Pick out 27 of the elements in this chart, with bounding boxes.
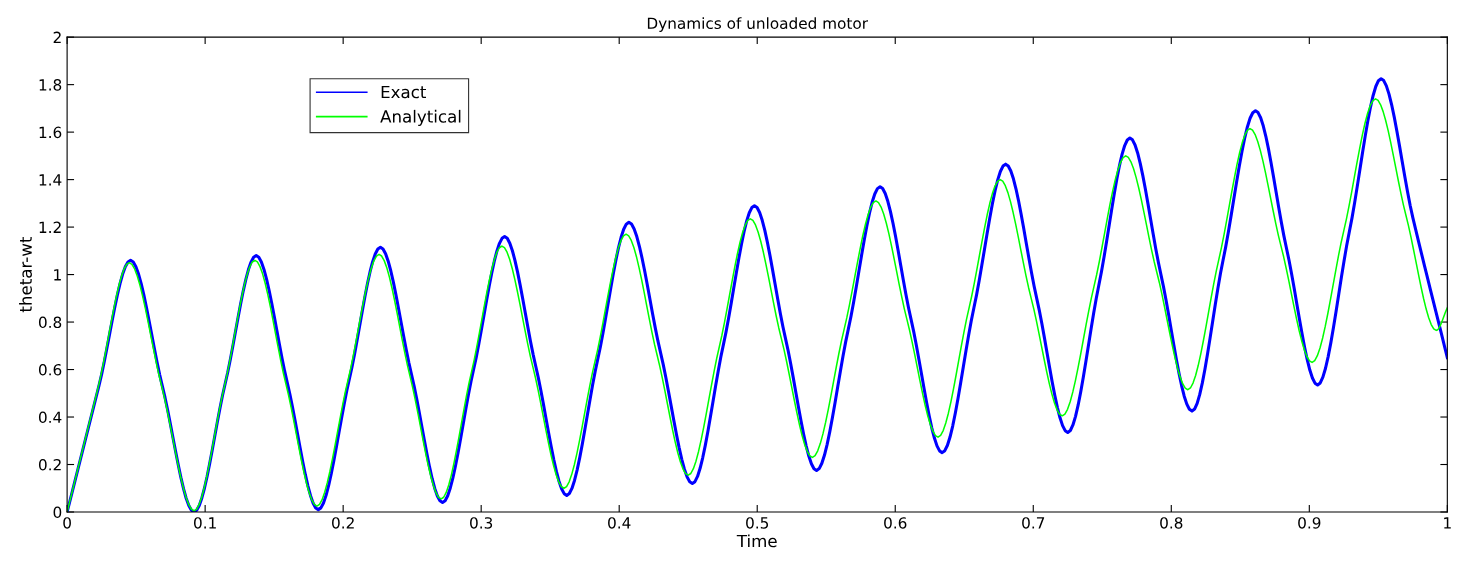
x-tick-label: 0.6 xyxy=(884,517,907,529)
x-tick-label: 0.1 xyxy=(193,517,216,529)
y-tick-label: 1.6 xyxy=(39,126,62,139)
y-tick-label: 1 xyxy=(54,269,61,281)
y-tick-label: 1.4 xyxy=(39,174,62,186)
x-tick-label: 0.7 xyxy=(1022,517,1045,529)
legend-label: Analytical xyxy=(380,109,461,126)
y-tick-label: 1.8 xyxy=(39,79,62,91)
x-tick-label: 0.4 xyxy=(608,517,631,529)
x-tick-label: 0.5 xyxy=(746,517,769,529)
y-tick-label: 0.2 xyxy=(38,458,61,471)
x-tick-label: 0.9 xyxy=(1298,517,1321,529)
y-tick-label: 0.4 xyxy=(38,411,62,424)
y-tick-label: 0.6 xyxy=(38,364,62,376)
y-tick-label: 0 xyxy=(53,506,62,519)
x-tick-label: 0.8 xyxy=(1160,517,1183,529)
y-axis-title: thetar-wt xyxy=(19,236,32,313)
x-tick-label: 0.3 xyxy=(470,517,493,529)
legend-label: Exact xyxy=(381,85,426,99)
x-axis-title: Time xyxy=(736,534,777,548)
chart-title: Dynamics of unloaded motor xyxy=(647,17,869,32)
x-tick-label: 1 xyxy=(1444,517,1451,529)
x-tick-label: 0.2 xyxy=(332,517,354,529)
y-tick-label: 1.2 xyxy=(39,221,61,233)
y-tick-label: 0.8 xyxy=(38,316,62,329)
x-tick-label: 0 xyxy=(63,517,71,529)
y-tick-label: 2 xyxy=(53,31,61,43)
